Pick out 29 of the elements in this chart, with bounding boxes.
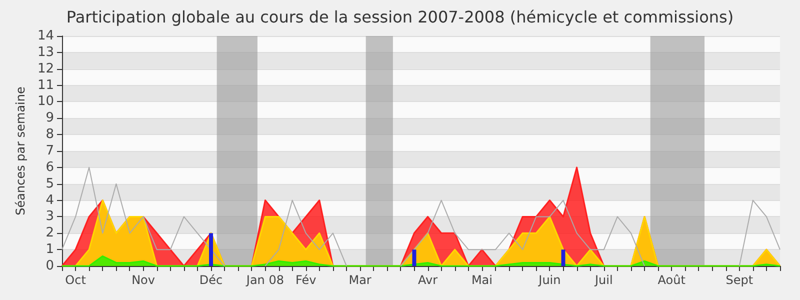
y-tick-label: 12 xyxy=(37,61,54,76)
y-tick-label: 7 xyxy=(46,144,54,158)
x-tick-label: Déc xyxy=(199,273,223,287)
y-tick-label: 0 xyxy=(46,258,54,274)
y-tick-label: 11 xyxy=(37,78,54,93)
y-tick-label: 10 xyxy=(37,94,54,110)
y-tick-label: 6 xyxy=(46,160,54,175)
y-tick-label: 8 xyxy=(46,127,54,142)
x-tick-label: Avr xyxy=(418,273,438,287)
x-tick-label: Oct xyxy=(65,273,86,287)
y-tick-label: 4 xyxy=(46,192,54,208)
chart-title: Participation globale au cours de la session 2007-2008 (hémicycle et commissions) xyxy=(66,8,734,26)
x-tick-label: Nov xyxy=(132,273,155,287)
y-axis-title: Séances par semaine xyxy=(14,86,28,216)
x-tick-label: Mai xyxy=(471,273,492,287)
x-tick-label: Août xyxy=(658,273,686,287)
x-tick-label: Jan 08 xyxy=(245,273,284,287)
x-tick-label: Sept xyxy=(726,273,754,287)
y-tick-label: 1 xyxy=(46,242,54,258)
y-tick-label: 14 xyxy=(37,28,54,44)
y-tick-label: 2 xyxy=(46,226,54,241)
x-tick-label: Juil xyxy=(594,273,613,287)
x-tick-label: Fév xyxy=(295,273,316,287)
x-tick-label: Juin xyxy=(538,273,561,287)
y-tick-label: 3 xyxy=(46,209,54,224)
x-tick-label: Mar xyxy=(348,273,372,287)
y-tick-label: 13 xyxy=(37,44,54,60)
y-tick-label: 9 xyxy=(46,110,54,126)
y-tick-label: 5 xyxy=(46,176,54,192)
